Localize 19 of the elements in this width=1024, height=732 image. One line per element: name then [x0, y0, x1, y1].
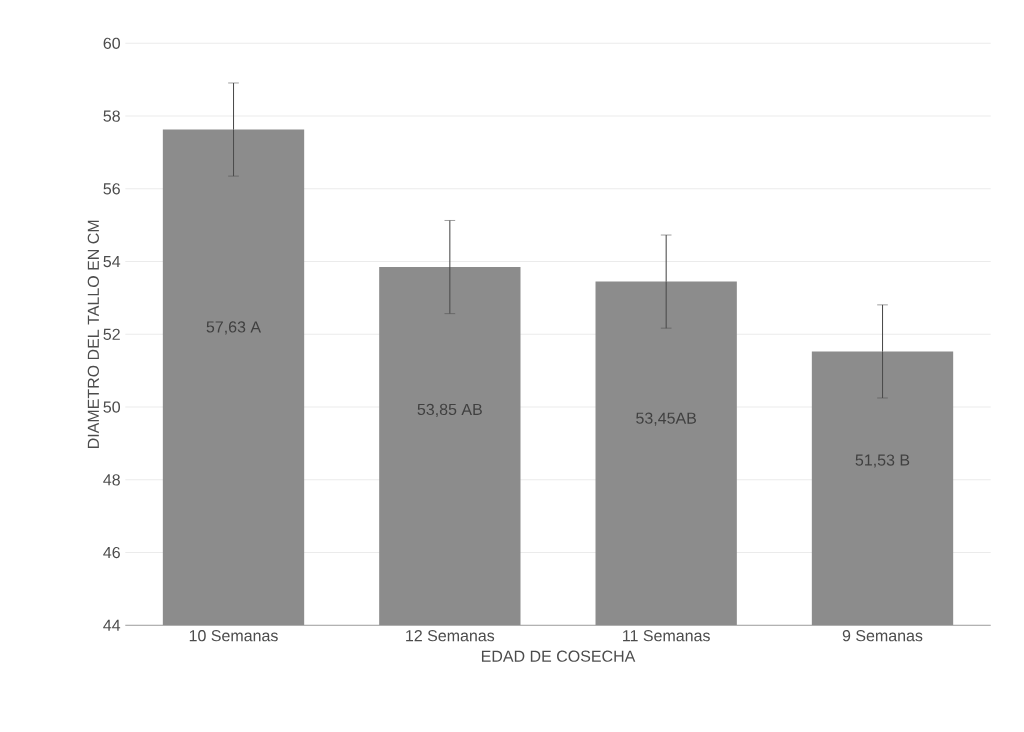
y-tick-label: 50 [103, 401, 121, 413]
y-tick-label: 58 [103, 110, 120, 122]
y-tick-label: 44 [103, 619, 121, 631]
y-tick-label: 56 [103, 183, 120, 195]
data-label: 57,63 A [206, 321, 262, 335]
y-axis-title: DIAMETRO DEL TALLO EN CM [87, 220, 99, 448]
y-tick-label: 48 [103, 474, 120, 486]
y-tick-label: 54 [103, 256, 121, 268]
data-label: 51,53 B [855, 454, 910, 468]
x-tick-label: 9 Semanas [842, 630, 923, 642]
y-tick-label: 46 [103, 546, 120, 559]
data-label: 53,45AB [636, 412, 697, 426]
y-tick-label: 52 [103, 328, 120, 340]
x-tick-label: 10 Semanas [189, 630, 278, 642]
data-label: 53,85 AB [417, 403, 482, 417]
y-tick-label: 60 [103, 37, 121, 49]
x-axis-title: EDAD DE COSECHA [481, 650, 636, 662]
x-tick-label: 11 Semanas [623, 630, 710, 642]
x-tick-label: 12 Semanas [406, 630, 495, 642]
